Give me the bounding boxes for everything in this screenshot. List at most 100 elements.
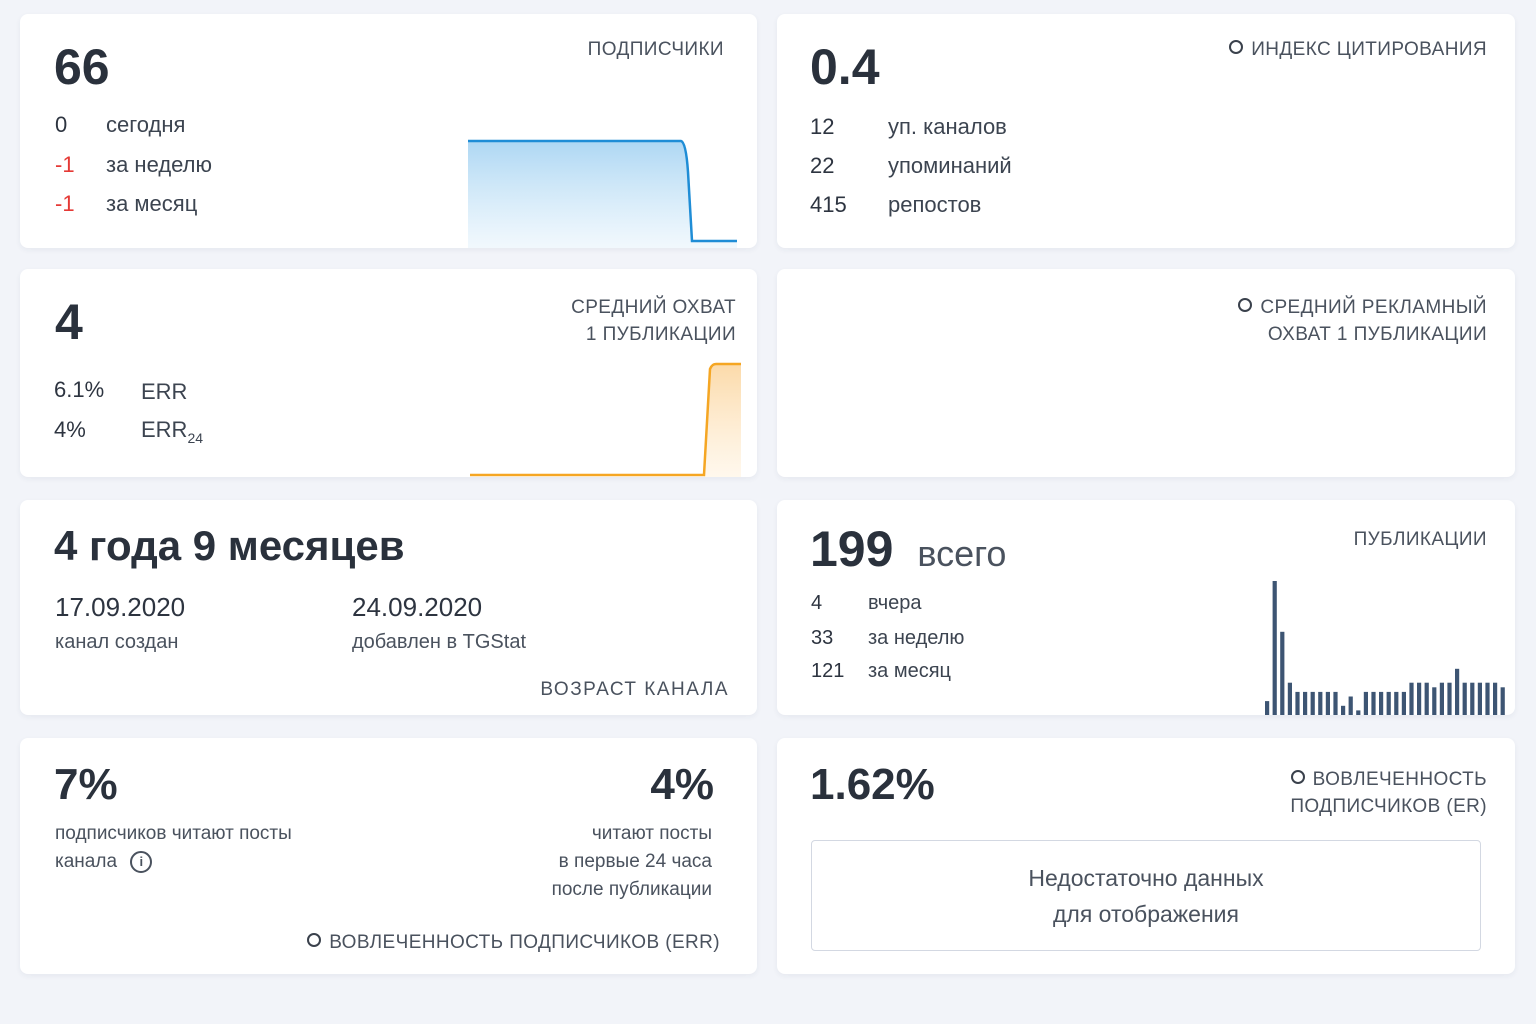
err-right-line3: после публикации [551, 879, 712, 900]
ad-reach-title[interactable]: СРЕДНИЙ РЕКЛАМНЫЙ ОХВАТ 1 ПУБЛИКАЦИИ [1238, 294, 1487, 348]
publications-title[interactable]: ПУБЛИКАЦИИ [1353, 529, 1487, 550]
err-engagement-card[interactable]: 7% подписчиков читают посты канала i 4% … [20, 738, 757, 974]
publications-bar[interactable] [1356, 710, 1361, 715]
publications-bar[interactable] [1394, 691, 1399, 715]
created-date: 17.09.2020 [55, 592, 186, 622]
publications-bar[interactable] [1493, 682, 1498, 715]
publications-bar[interactable] [1341, 705, 1346, 715]
stat-label: репостов [888, 192, 982, 217]
publications-bar[interactable] [1318, 691, 1323, 715]
publications-bar[interactable] [1287, 682, 1292, 715]
publications-bar[interactable] [1303, 691, 1308, 715]
ad-reach-title-line1: СРЕДНИЙ РЕКЛАМНЫЙ [1260, 297, 1487, 318]
channel-age-value: 4 года 9 месяцев [54, 522, 405, 569]
publications-bar[interactable] [1295, 691, 1300, 715]
err-right-line2: в первые 24 часа [558, 851, 712, 872]
stat-label: уп. каналов [888, 114, 1007, 139]
stat-value: 0 [55, 112, 68, 137]
publications-bar[interactable] [1447, 682, 1452, 715]
citation-card[interactable]: 0.4 ИНДЕКС ЦИТИРОВАНИЯ 12 уп. каналов 22… [777, 14, 1515, 248]
err-right-line1: читают посты [591, 823, 712, 844]
no-data-line2: для отображения [1053, 900, 1239, 927]
publications-bar[interactable] [1280, 631, 1285, 715]
stat-value: 12 [810, 114, 835, 139]
publications-bar[interactable] [1500, 687, 1505, 715]
err-label: ERR [141, 379, 188, 404]
publications-total-value: 199 [810, 521, 894, 577]
publications-bar[interactable] [1409, 682, 1414, 715]
publications-bar[interactable] [1455, 668, 1460, 715]
publications-bar[interactable] [1371, 691, 1376, 715]
publications-bar[interactable] [1462, 682, 1467, 715]
publications-bar[interactable] [1432, 687, 1437, 715]
reach-chart[interactable] [468, 359, 742, 477]
ad-reach-card[interactable]: СРЕДНИЙ РЕКЛАМНЫЙ ОХВАТ 1 ПУБЛИКАЦИИ [777, 269, 1515, 477]
publications-bar[interactable] [1401, 691, 1406, 715]
reach-title-line2: 1 ПУБЛИКАЦИИ [585, 324, 736, 345]
publications-bar[interactable] [1417, 682, 1422, 715]
publications-bar[interactable] [1272, 581, 1277, 715]
err24-label: ERR24 [141, 417, 203, 446]
reach-chart-line [470, 362, 741, 477]
publications-chart[interactable] [1263, 580, 1511, 715]
citation-title-text: ИНДЕКС ЦИТИРОВАНИЯ [1251, 39, 1487, 60]
publications-bar[interactable] [1386, 691, 1391, 715]
er-engagement-card[interactable]: 1.62% ВОВЛЕЧЕННОСТЬ ПОДПИСЧИКОВ (ER) Нед… [777, 738, 1515, 974]
stat-label: за неделю [868, 627, 965, 649]
er-title-line1: ВОВЛЕЧЕННОСТЬ [1312, 769, 1487, 790]
publications-bar[interactable] [1325, 691, 1330, 715]
publications-bar[interactable] [1310, 691, 1315, 715]
err-engagement-title[interactable]: ВОВЛЕЧЕННОСТЬ ПОДПИСЧИКОВ (ERR) [307, 929, 720, 956]
publications-bar[interactable] [1363, 691, 1368, 715]
stat-row-today: 0 сегодня [55, 112, 185, 138]
stat-value: 415 [810, 192, 847, 217]
er-title-line2: ПОДПИСЧИКОВ (ER) [1290, 796, 1487, 817]
stat-label: упоминаний [888, 153, 1012, 178]
publications-bar[interactable] [1470, 682, 1475, 715]
publications-bar[interactable] [1379, 691, 1384, 715]
stat-row-month: -1 за месяц [55, 191, 197, 217]
publications-card[interactable]: 199 всего ПУБЛИКАЦИИ 4 вчера 33 за недел… [777, 500, 1515, 715]
reach-title[interactable]: СРЕДНИЙ ОХВАТ 1 ПУБЛИКАЦИИ [571, 294, 736, 348]
added-label: добавлен в TGStat [352, 631, 527, 653]
info-circle-icon [1290, 770, 1305, 784]
stat-row-month: 121 за месяц [811, 660, 951, 683]
er-value: 1.62% [810, 760, 935, 809]
err-left-line1: подписчиков читают посты [55, 823, 292, 844]
err-left-line2: канала i [55, 848, 153, 876]
info-icon[interactable]: i [130, 850, 153, 873]
reach-card[interactable]: 4 СРЕДНИЙ ОХВАТ 1 ПУБЛИКАЦИИ 6.1% ERR 4%… [20, 269, 757, 477]
ad-reach-title-line2: ОХВАТ 1 ПУБЛИКАЦИИ [1267, 324, 1487, 345]
reach-title-line1: СРЕДНИЙ ОХВАТ [571, 297, 736, 318]
err24-row: 4% ERR24 [54, 417, 203, 446]
stat-label: сегодня [106, 112, 186, 137]
stat-value: 33 [811, 627, 834, 649]
publications-bar[interactable] [1333, 691, 1338, 715]
channel-age-card[interactable]: 4 года 9 месяцев 17.09.2020 канал создан… [20, 500, 757, 715]
stat-value: 121 [811, 660, 845, 682]
subscribers-chart-line [468, 139, 737, 243]
publications-bar[interactable] [1439, 682, 1444, 715]
publications-bar[interactable] [1348, 696, 1353, 716]
err-right-lines: читают посты в первые 24 часа после публ… [552, 820, 712, 904]
publications-bar[interactable] [1485, 682, 1490, 715]
subscribers-title[interactable]: ПОДПИСЧИКИ [587, 39, 724, 60]
publications-bar[interactable] [1424, 682, 1429, 715]
added-date: 24.09.2020 [352, 592, 483, 622]
err-left-line2-text: канала [55, 851, 118, 872]
err-right-value: 4% [650, 760, 714, 809]
err-left-value: 7% [54, 760, 118, 809]
subscribers-chart[interactable] [468, 132, 740, 248]
citation-title[interactable]: ИНДЕКС ЦИТИРОВАНИЯ [1229, 36, 1487, 63]
no-data-box: Недостаточно данных для отображения [811, 840, 1481, 951]
publications-bar[interactable] [1477, 682, 1482, 715]
subscribers-card[interactable]: 66 ПОДПИСЧИКИ 0 сегодня -1 за неделю -1 … [20, 14, 757, 248]
channel-age-title[interactable]: ВОЗРАСТ КАНАЛА [540, 679, 729, 700]
stat-label: за месяц [106, 191, 198, 216]
publications-bar[interactable] [1265, 701, 1270, 715]
stat-label: за неделю [106, 152, 213, 177]
stat-row-yesterday: 4 вчера [811, 592, 922, 615]
info-circle-icon [1229, 40, 1244, 54]
er-title[interactable]: ВОВЛЕЧЕННОСТЬ ПОДПИСЧИКОВ (ER) [1290, 766, 1487, 820]
info-circle-icon [1238, 298, 1253, 312]
